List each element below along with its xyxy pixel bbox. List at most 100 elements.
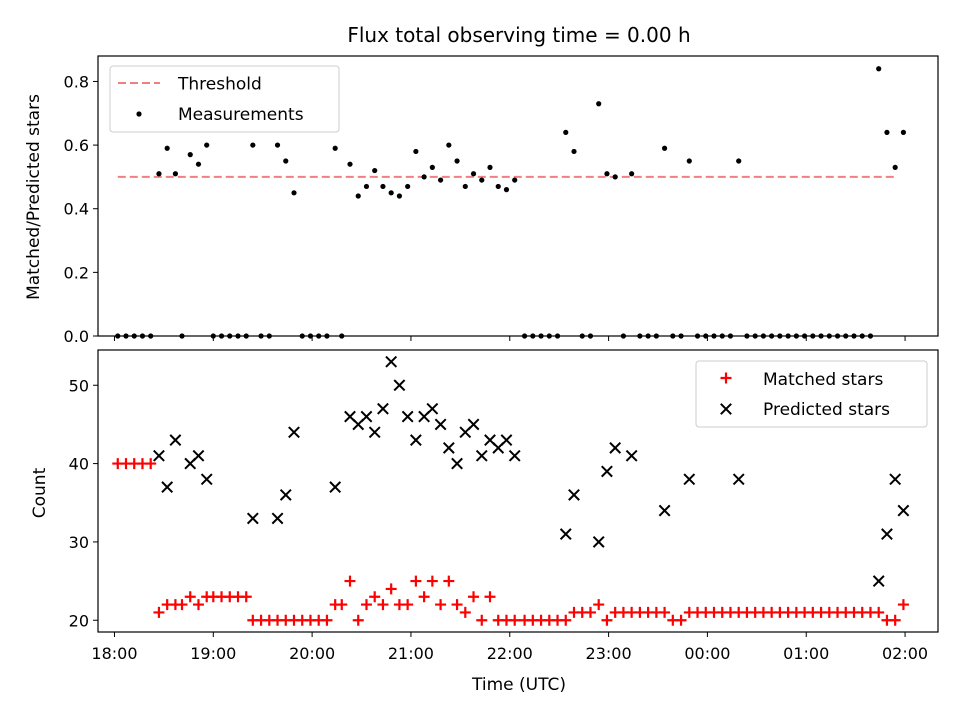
measurement-point [195, 161, 202, 167]
bottom-y-tick-label: 30 [69, 533, 89, 552]
top-legend: Threshold Measurements [109, 65, 340, 133]
measurement-point [487, 164, 493, 170]
matched-star-point [873, 606, 885, 618]
measurement-point [446, 142, 452, 148]
bottom-x-tick-label: 18:00 [91, 644, 137, 663]
predicted-star-point [377, 402, 389, 415]
predicted-star-point [889, 473, 902, 486]
matched-star-point [192, 599, 204, 611]
top-panel: 0.0 0.2 0.4 0.6 0.8 Threshold Measurements [64, 55, 939, 346]
predicted-star-point [161, 481, 174, 493]
measurement-point [405, 183, 411, 190]
predicted-star-point [658, 504, 671, 517]
predicted-star-point [385, 355, 398, 368]
measurement-point [187, 152, 193, 158]
matched-star-point [402, 599, 414, 611]
legend-measurements-swatch [136, 111, 142, 117]
legend-measurements-label: Measurements [178, 105, 304, 125]
matched-star-point [897, 599, 909, 611]
matched-star-point [593, 599, 605, 611]
measurement-point [604, 171, 610, 177]
predicted-star-point [467, 418, 480, 431]
bottom-x-tick-label: 23:00 [586, 644, 632, 663]
measurement-point [462, 183, 468, 190]
predicted-star-point [508, 449, 521, 462]
predicted-star-point [200, 473, 213, 486]
top-y-axis-label: Matched/Predicted stars [24, 94, 44, 300]
measurement-point [172, 171, 179, 177]
predicted-star-point [881, 528, 893, 540]
matched-star-point [153, 606, 165, 618]
matched-star-point [659, 606, 671, 618]
bottom-x-tick-label: 21:00 [388, 644, 434, 663]
top-y-tick-label: 0.0 [64, 327, 89, 346]
bottom-y-axis-label: Count [30, 467, 50, 518]
measurement-point [495, 183, 501, 190]
matched-star-point [240, 591, 252, 603]
predicted-star-point [279, 489, 292, 501]
measurement-point [332, 145, 338, 151]
top-chart-title: Flux total observing time = 0.00 h [347, 23, 690, 47]
predicted-star-point [442, 442, 455, 454]
predicted-star-point [451, 457, 463, 470]
measurement-point [156, 171, 162, 177]
top-plot-frame [97, 55, 939, 337]
measurement-point [629, 171, 635, 177]
measurement-point [563, 129, 569, 135]
measurement-point [355, 193, 361, 199]
predicted-star-point [271, 512, 284, 525]
predicted-star-point [329, 481, 342, 493]
matched-star-point [369, 591, 381, 603]
predicted-star-point [153, 449, 165, 462]
measurement-point [612, 174, 618, 180]
predicted-star-point [500, 434, 513, 446]
matched-star-point [410, 575, 422, 587]
legend-matched-label: Matched stars [763, 370, 883, 390]
measurement-point [421, 174, 427, 180]
predicted-star-point [393, 379, 406, 392]
matched-star-point [476, 614, 488, 626]
matched-star-point [377, 599, 389, 611]
bottom-x-tick-label: 19:00 [190, 644, 236, 663]
bottom-x-tick-label: 02:00 [882, 644, 928, 663]
measurement-point [372, 167, 378, 174]
predicted-star-point [192, 449, 205, 462]
bottom-plot-frame [97, 349, 939, 633]
measurement-point [454, 158, 460, 164]
bottom-x-tick-label: 22:00 [487, 644, 533, 663]
measurement-point [291, 190, 297, 196]
measurement-point [380, 183, 386, 190]
matched-star-point [418, 591, 430, 603]
measurement-point [661, 145, 668, 151]
predicted-star-point [601, 465, 613, 478]
matched-star-point [360, 599, 372, 611]
x-axis-label: Time (UTC) [471, 675, 566, 695]
bottom-legend: Matched stars Predicted stars [695, 360, 928, 428]
measurement-point [892, 164, 898, 170]
predicted-star-point [683, 473, 696, 486]
measurement-point [596, 101, 602, 107]
measurement-point [876, 66, 882, 72]
matched-star-point [584, 606, 596, 618]
matched-star-point [321, 614, 333, 626]
bottom-x-tick-label: 20:00 [289, 644, 335, 663]
predicted-star-point [426, 402, 439, 415]
matched-star-point [184, 591, 196, 603]
predicted-star-point [475, 449, 488, 462]
bottom-y-tick-label: 50 [69, 376, 89, 395]
measurement-point [204, 142, 210, 148]
predicted-star-point [434, 418, 447, 431]
matched-star-point [451, 599, 463, 611]
measurement-point [274, 142, 281, 148]
top-legend-box [109, 65, 340, 133]
measurement-point [429, 164, 435, 170]
predicted-star-point [568, 489, 580, 501]
bottom-panel: 20 30 40 50 18:00 19:00 20:00 21:00 22:00 23:00 00… [69, 349, 939, 663]
matched-star-point [352, 614, 364, 626]
measurement-point [686, 158, 692, 164]
matched-star-point [459, 606, 471, 618]
matched-star-point [385, 583, 397, 595]
predicted-star-point [401, 410, 414, 423]
matched-star-point [443, 575, 455, 587]
matched-star-point [484, 591, 496, 603]
